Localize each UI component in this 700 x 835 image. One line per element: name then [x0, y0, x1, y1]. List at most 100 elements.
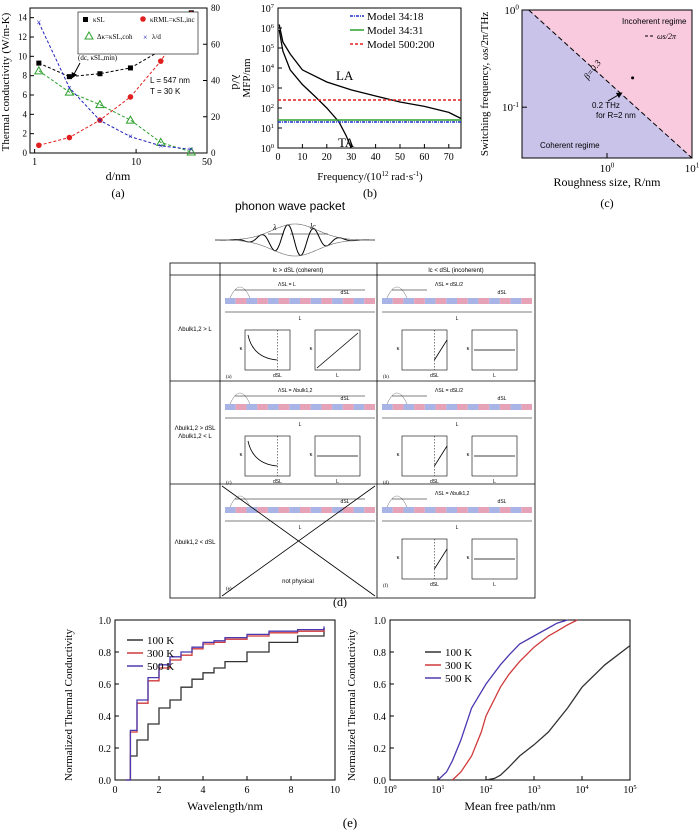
- superlattice-segment: [414, 507, 425, 513]
- packet-sketch: [386, 495, 408, 508]
- panel-e-right-chart: 100 101 102 103 104 105 0.0 0.2 0.4 0.6 0.8 1.0 100…: [346, 616, 637, 813]
- xtick-label-e: 103: [527, 784, 540, 796]
- superlattice-segment: [403, 298, 415, 304]
- xtick-label-a: 10: [131, 157, 141, 168]
- packet-lambda: λ: [272, 223, 277, 232]
- mini-plot-L: L: [336, 479, 339, 485]
- superlattice-segment: [342, 404, 354, 410]
- superlattice-segment: [332, 404, 343, 410]
- superlattice-segment: [510, 507, 522, 513]
- panel-e-left-ylabel: Normalized Thermal Conductivity: [63, 629, 75, 781]
- superlattice-segment: [321, 507, 333, 513]
- superlattice-segment: [300, 298, 311, 304]
- point-dk: [95, 99, 105, 109]
- lambda-sl-label: ΛSL = dSL/2: [435, 388, 463, 394]
- length-label: L: [456, 316, 459, 322]
- mini-plot-kappa: κ: [239, 346, 242, 352]
- label-LA: LA: [336, 68, 354, 83]
- superlattice-segment: [392, 404, 404, 410]
- superlattice-segment: [499, 404, 511, 410]
- panel-c-ylabel: Switching frequency, ωs/2π/THz: [479, 12, 491, 156]
- cell-label: (f): [383, 584, 388, 589]
- series-line-a-2: [38, 70, 192, 153]
- series-line-ws: [528, 9, 693, 159]
- mini-plot-frame: [244, 329, 291, 371]
- superlattice-segment: [364, 404, 375, 410]
- superlattice-segment: [499, 507, 511, 513]
- length-label: L: [456, 422, 459, 428]
- superlattice-segment: [446, 507, 457, 513]
- wave-packet: [215, 223, 375, 257]
- point-dk: [64, 87, 75, 96]
- superlattice-segment: [267, 507, 279, 513]
- mini-plot-dsl: dSL: [430, 373, 439, 379]
- mini-plot-kappa: κ: [396, 452, 399, 458]
- mini-plot-kappa: κ: [396, 346, 399, 352]
- superlattice-segment: [510, 404, 522, 410]
- point-ksl: [36, 60, 42, 66]
- xtick-label-b: 70: [444, 152, 454, 163]
- ytick-label-e: 0.4: [374, 712, 387, 723]
- superlattice-segment: [257, 298, 268, 304]
- superlattice-segment: [225, 507, 236, 513]
- mini-plot-curve: [434, 445, 448, 467]
- series-line-2: [437, 619, 568, 781]
- point-lambda: ×: [158, 141, 163, 151]
- superlattice-segment: [489, 507, 500, 513]
- superlattice-segment: [278, 298, 290, 304]
- superlattice-segment: [332, 298, 343, 304]
- ytick-label-c: 100: [504, 4, 519, 17]
- xtick-label-c: 100: [600, 162, 615, 175]
- panel-d-diagram: phonon wave packet λ lc lc > dSL (cohere…: [169, 199, 536, 608]
- superlattice-segment: [353, 404, 365, 410]
- mini-plot-frame: [471, 538, 518, 580]
- mini-plot-curve: [434, 548, 448, 570]
- point-krml: [127, 94, 134, 100]
- panel-a-ylabel: Thermal conductivity (W/m-K): [0, 12, 12, 151]
- col-header-coherent: lc > dSL (coherent): [273, 268, 324, 274]
- superlattice-segment: [310, 298, 322, 304]
- lambda-sl-label: ΛSL = L: [278, 282, 296, 288]
- length-label: L: [299, 316, 302, 322]
- packet-sketch: [386, 392, 408, 405]
- xtick-label-e: 2: [157, 785, 162, 796]
- superlattice-segment: [300, 507, 311, 513]
- legend-500200: Model 500:200: [367, 39, 435, 51]
- panel-a-xlabel: d/nm: [106, 169, 131, 183]
- length-label: L: [299, 525, 302, 531]
- superlattice-segment: [289, 298, 300, 304]
- mini-plot-kappa: κ: [309, 346, 312, 352]
- superlattice-segment: [392, 507, 404, 513]
- packet-lc: lc: [310, 222, 316, 231]
- row-label-2b: Λbulk1,2 < L: [178, 434, 212, 440]
- series-line-b-0: [278, 24, 462, 120]
- legend-dk: Δκ=κSL,coh: [97, 33, 133, 41]
- point-lambda: ×: [36, 18, 41, 28]
- ytick-label-b: 106: [261, 23, 275, 35]
- dsl-label: dSL: [498, 290, 507, 296]
- ytick-label-e: 1.0: [374, 616, 387, 627]
- ytick-label-b: 100: [261, 143, 274, 155]
- superlattice-segment: [257, 507, 268, 513]
- mini-plot-frame: [244, 435, 291, 477]
- xtick-label-b: 50: [395, 152, 405, 163]
- annot-arrow: [607, 92, 623, 102]
- annot-r2nm: for R=2 nm: [596, 111, 636, 120]
- superlattice-segment: [382, 507, 393, 513]
- ytick-label-e: 0.6: [374, 680, 387, 691]
- legend-lambda: λ/d: [152, 33, 161, 41]
- mini-plot-kappa: κ: [466, 346, 469, 352]
- legend-ksl: κSL: [93, 16, 105, 24]
- mini-plot-curve: [247, 334, 278, 361]
- ytick-label-a: 14: [18, 13, 28, 23]
- mini-plot-kappa: κ: [239, 452, 242, 458]
- point-lambda: ×: [128, 132, 133, 142]
- series-line-a-0: [38, 12, 192, 78]
- xtick-label-b: 0: [276, 152, 281, 163]
- wave-envelope-bottom: [215, 239, 375, 257]
- dsl-label: dSL: [341, 499, 350, 505]
- row-label-3: Λbulk1,2 < dSL: [175, 540, 217, 546]
- xtick-label-a: 1: [32, 157, 37, 168]
- mini-plot-L: L: [336, 373, 339, 379]
- ytick-label-b: 104: [261, 63, 275, 75]
